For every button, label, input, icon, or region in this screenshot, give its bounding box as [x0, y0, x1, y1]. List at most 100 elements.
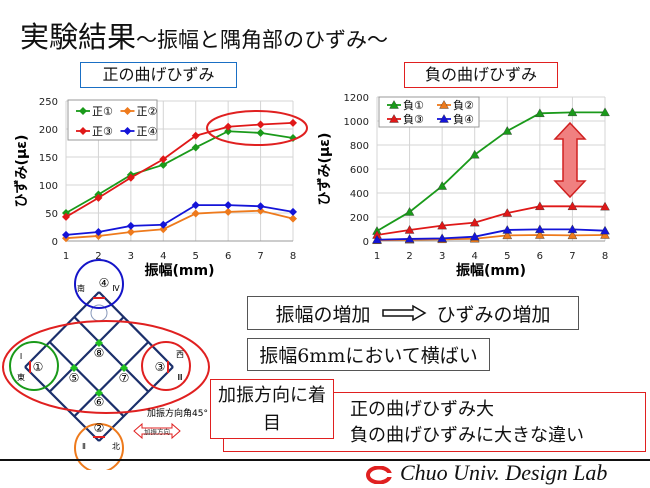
excitation-arrow-icon — [133, 422, 181, 440]
series-line — [376, 205, 606, 236]
data-point — [567, 224, 578, 234]
data-point — [123, 107, 132, 115]
x-tick-label: 4 — [472, 251, 478, 262]
data-point — [159, 225, 168, 234]
node-1: ① — [33, 360, 44, 374]
x-tick-label: 3 — [439, 251, 445, 262]
node-3: ③ — [155, 360, 166, 374]
data-point — [79, 127, 87, 135]
legend-label: 正② — [137, 105, 158, 118]
grid-member — [48, 316, 125, 393]
positive-strain-chart: 0 50 100 150 200 250 1 2 3 4 5 6 7 8 振幅(mm) ひずみ(με) 正① 正②… — [13, 97, 308, 279]
data-point — [159, 160, 168, 169]
label-iv: Ⅳ — [112, 284, 120, 293]
series-line — [376, 111, 605, 232]
data-point — [600, 225, 610, 235]
note-plateau: 振幅6mmにおいて横ばい — [247, 338, 490, 371]
series-line — [65, 209, 294, 240]
note-increase-left: 振幅の増加 — [275, 303, 371, 326]
focus-line-1: 正の曲げひずみ大 — [350, 399, 494, 420]
x-tick-label: 5 — [504, 251, 510, 262]
angle-label: 加振方向角45° — [147, 407, 208, 419]
x-tick-label: 8 — [290, 251, 296, 262]
data-point — [404, 225, 415, 234]
data-point — [439, 100, 449, 109]
x-tick-label: 2 — [406, 251, 412, 262]
focus-label-box: 加振方向に着目 — [210, 379, 334, 439]
x-tick-label: 8 — [602, 251, 608, 262]
y-tick-label: 50 — [45, 209, 58, 220]
highlight-ellipse — [2, 320, 210, 414]
footer-divider — [0, 459, 650, 461]
data-point — [389, 114, 399, 123]
legend-label: 負② — [453, 99, 474, 112]
arrow-label: 加振方向 — [144, 427, 170, 436]
data-point — [289, 214, 297, 223]
negative-chart-title: 負の曲げひずみ — [404, 62, 558, 88]
series-負③ — [372, 201, 610, 239]
data-point — [224, 122, 233, 131]
data-point — [79, 107, 87, 115]
data-point — [389, 100, 399, 109]
data-point — [123, 127, 132, 135]
series-line — [65, 204, 294, 236]
data-point — [224, 207, 233, 216]
y-tick-label: 800 — [350, 141, 369, 152]
x-axis-label: 振幅(mm) — [456, 262, 526, 279]
data-point — [535, 201, 545, 211]
data-point — [567, 201, 578, 211]
joint-marker — [70, 364, 78, 372]
series-負① — [372, 107, 610, 235]
x-tick-label: 6 — [225, 251, 231, 262]
y-tick-label: 150 — [39, 153, 58, 164]
grid-member — [48, 341, 125, 418]
data-point — [126, 221, 135, 230]
y-tick-label: 200 — [39, 125, 58, 136]
y-tick-label: 400 — [350, 189, 369, 200]
data-point — [159, 155, 168, 164]
node-2: ② — [94, 421, 105, 435]
data-point — [126, 173, 135, 182]
data-point — [224, 127, 233, 136]
legend: 正① 正② 正③ 正④ — [67, 99, 158, 141]
label-north: 北 — [112, 442, 120, 451]
series-line — [65, 130, 294, 214]
circle-node-2 — [74, 423, 124, 470]
label-iii: Ⅲ — [177, 373, 183, 382]
data-point — [502, 126, 513, 135]
data-point — [600, 107, 610, 117]
grid-member — [24, 366, 100, 442]
node-4: ④ — [99, 276, 110, 290]
x-tick-label: 4 — [160, 251, 166, 262]
x-tick-label: 7 — [257, 251, 263, 262]
label-west: 西 — [176, 350, 184, 359]
legend: 負① 負② 負③ 負④ — [378, 96, 480, 128]
series-正④ — [62, 201, 297, 239]
y-axis-label: ひずみ(με) — [13, 135, 30, 208]
data-point — [126, 228, 135, 237]
data-point — [404, 234, 415, 243]
x-tick-label: 5 — [193, 251, 199, 262]
x-tick-label: 1 — [374, 251, 380, 262]
legend-label: 正① — [92, 105, 113, 118]
data-point — [502, 225, 513, 234]
slide-title: 実験結果～振幅と隅角部のひずみ～ — [20, 14, 388, 56]
x-axis-label: 振幅(mm) — [145, 262, 215, 279]
diamond-grid — [24, 291, 174, 442]
x-tick-label: 2 — [95, 251, 101, 262]
negative-strain-chart: 0 200 400 600 800 1000 1200 1 2 3 4 5 6 7 8 振幅(mm) ひずみ(μ… — [316, 93, 610, 279]
data-point — [191, 131, 200, 140]
joint-marker — [95, 389, 103, 397]
note-increase-right: ひずみの増加 — [436, 303, 551, 326]
series-line — [65, 121, 294, 218]
node-5: ⑤ — [69, 371, 80, 385]
y-tick-label: 0 — [52, 237, 58, 248]
joint-marker — [95, 339, 103, 347]
y-tick-label: 600 — [350, 165, 369, 176]
legend-label: 正④ — [137, 125, 158, 138]
y-tick-label: 0 — [363, 237, 369, 248]
data-point — [439, 114, 449, 123]
node-8: ⑧ — [94, 346, 105, 360]
data-point — [502, 230, 513, 240]
grid-member — [98, 366, 174, 442]
